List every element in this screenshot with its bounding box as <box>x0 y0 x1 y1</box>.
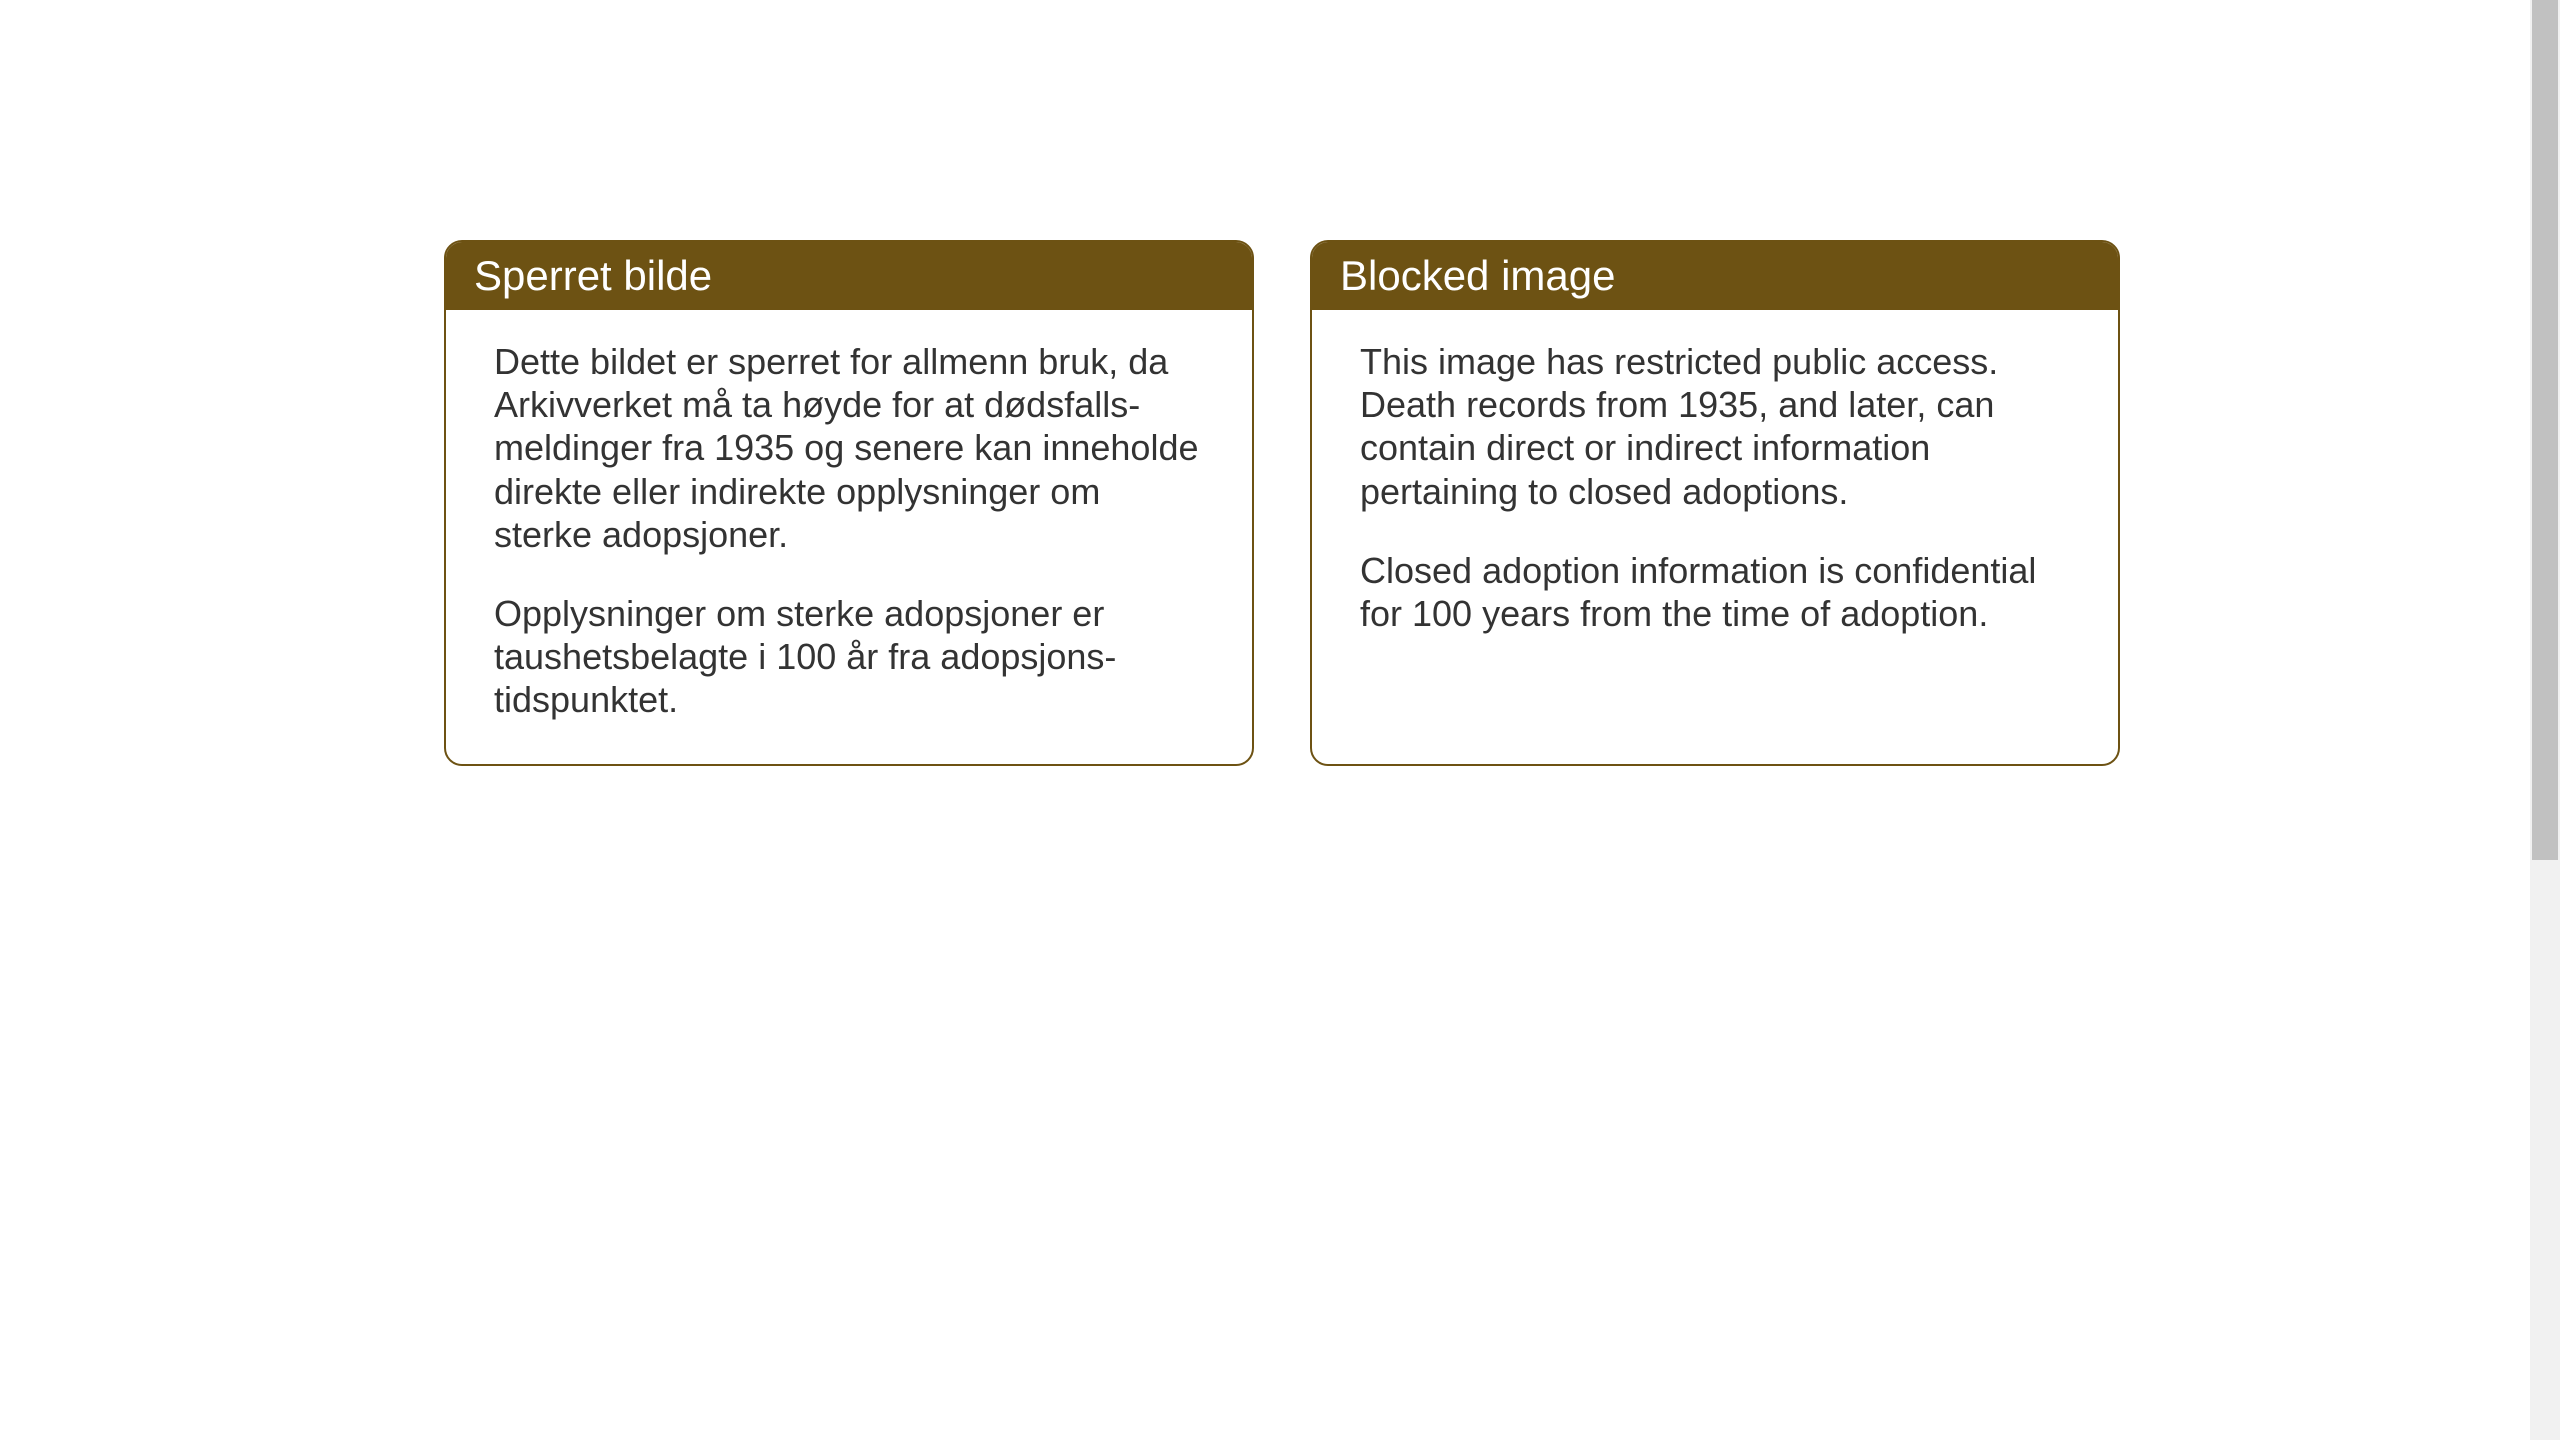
norwegian-paragraph-2: Opplysninger om sterke adopsjoner er tau… <box>494 592 1204 722</box>
norwegian-paragraph-1: Dette bildet er sperret for allmenn bruk… <box>494 340 1204 556</box>
scrollbar-thumb[interactable] <box>2532 0 2558 860</box>
info-cards-container: Sperret bilde Dette bildet er sperret fo… <box>444 240 2120 766</box>
english-card-title: Blocked image <box>1312 242 2118 310</box>
english-notice-card: Blocked image This image has restricted … <box>1310 240 2120 766</box>
english-paragraph-2: Closed adoption information is confident… <box>1360 549 2070 635</box>
vertical-scrollbar[interactable] <box>2530 0 2560 1440</box>
norwegian-notice-card: Sperret bilde Dette bildet er sperret fo… <box>444 240 1254 766</box>
norwegian-card-title: Sperret bilde <box>446 242 1252 310</box>
english-card-body: This image has restricted public access.… <box>1312 310 2118 677</box>
english-paragraph-1: This image has restricted public access.… <box>1360 340 2070 513</box>
norwegian-card-body: Dette bildet er sperret for allmenn bruk… <box>446 310 1252 764</box>
